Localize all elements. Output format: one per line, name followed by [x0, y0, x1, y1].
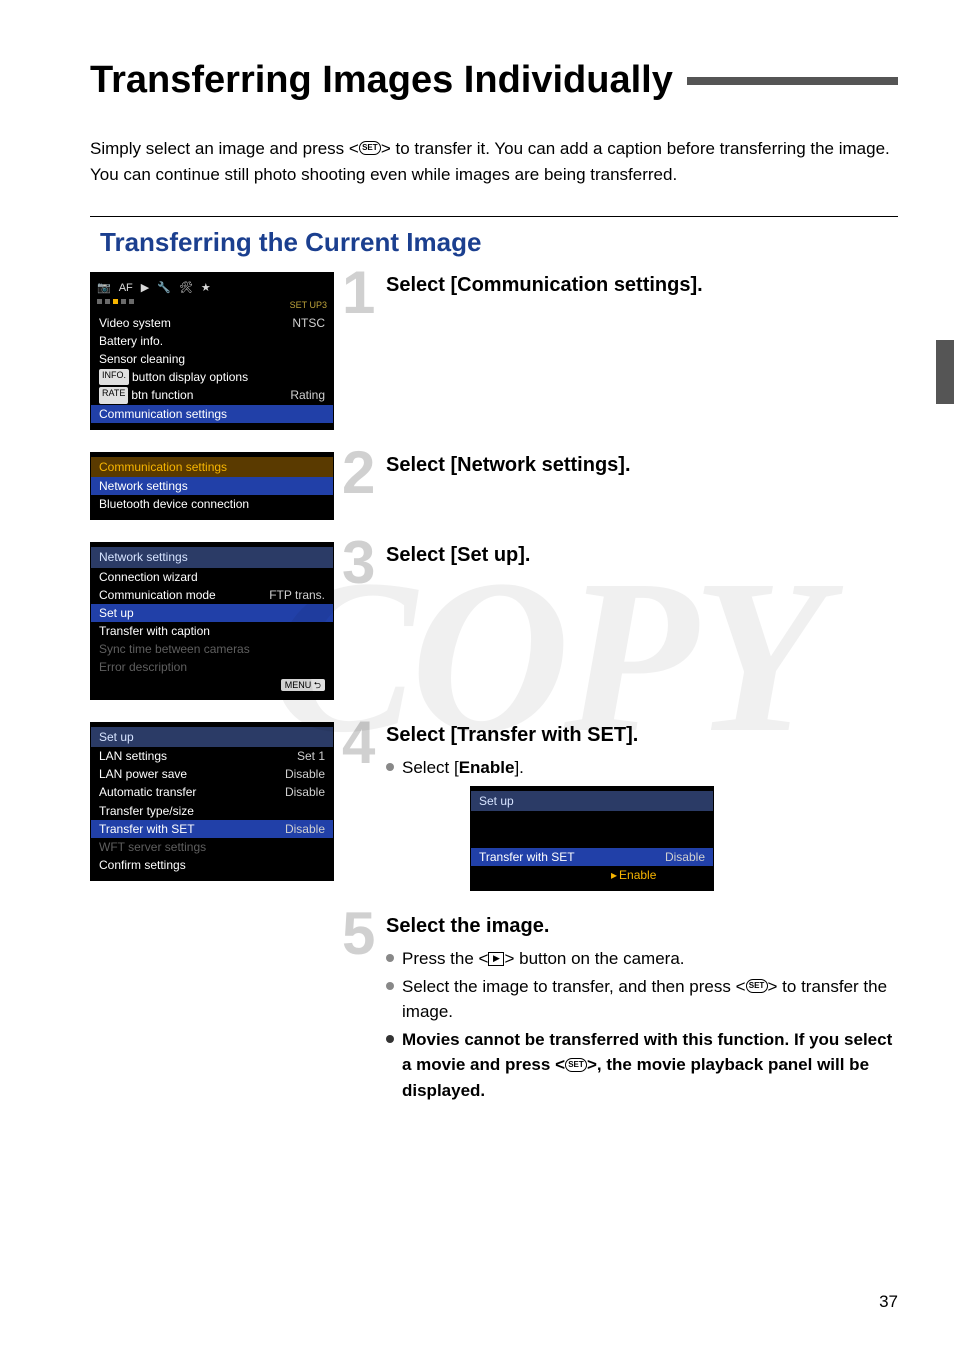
menu-row: Confirm settings — [91, 856, 333, 874]
intro-text: Simply select an image and press <SET> t… — [90, 136, 898, 189]
step-title: Select [Network settings]. — [386, 454, 898, 477]
bullet: Select the image to transfer, and then p… — [386, 974, 898, 1025]
menu-row: Bluetooth device connection — [91, 495, 333, 513]
step-number: 4 — [342, 716, 386, 770]
menu-row: Communication settings — [91, 405, 333, 423]
menu-row: Transfer type/size — [91, 802, 333, 820]
step-title: Select [Set up]. — [386, 544, 898, 567]
menu-row: Transfer with caption — [91, 622, 333, 640]
menu-row: WFT server settings — [91, 838, 333, 856]
screenshot-column: Communication settings Network settingsB… — [90, 452, 334, 521]
screenshot-s4: Set up LAN settingsSet 1LAN power saveDi… — [90, 722, 334, 882]
step-number: 2 — [342, 446, 386, 500]
step-body: Select [Communication settings]. — [386, 272, 898, 305]
menu-row-spacer — [471, 830, 713, 848]
menu-row: INFO. button display options — [91, 368, 333, 386]
menu-row: Sync time between cameras — [91, 640, 333, 658]
menu-option-selected: Enable — [471, 866, 713, 884]
title-rule — [687, 77, 898, 85]
menu-row: Sensor cleaning — [91, 350, 333, 368]
menu-tab: ▶ — [141, 281, 149, 296]
screenshot-column: Set up LAN settingsSet 1LAN power saveDi… — [90, 722, 334, 882]
menu-tab: 🛠 — [179, 281, 193, 296]
step-number: 3 — [342, 536, 386, 590]
menu-row: Connection wizard — [91, 568, 333, 586]
screenshot-column: Network settings Connection wizardCommun… — [90, 542, 334, 699]
menu-tab: ★ — [201, 281, 211, 296]
step-number: 5 — [342, 907, 386, 961]
menu-tab: AF — [119, 281, 133, 296]
step-title: Select the image. — [386, 915, 898, 938]
step-3: Network settings Connection wizardCommun… — [90, 542, 898, 699]
page-title: Transferring Images Individually — [90, 60, 673, 102]
menu-row: Transfer with SETDisable — [91, 820, 333, 838]
menu-row: Transfer with SETDisable — [471, 848, 713, 866]
menu-row: Set up — [91, 604, 333, 622]
screenshot-transfer-with-set-popup: Set up Transfer with SETDisableEnable — [470, 786, 714, 891]
section-divider — [90, 216, 898, 217]
set-icon: SET — [746, 979, 768, 993]
step-bullets: Press the <▶> button on the camera.Selec… — [386, 946, 898, 1103]
menu-row: Video systemNTSC — [91, 314, 333, 332]
screenshot-s2: Communication settings Network settingsB… — [90, 452, 334, 521]
menu-row: Error description — [91, 658, 333, 676]
step-body: Select the image. Press the <▶> button on… — [386, 913, 898, 1105]
step-number: 1 — [342, 266, 386, 320]
page-title-row: Transferring Images Individually — [90, 60, 898, 102]
step-5: 5 Select the image.Press the <▶> button … — [90, 913, 898, 1105]
menu-header: Network settings — [91, 547, 333, 567]
bullet: Movies cannot be transferred with this f… — [386, 1027, 898, 1104]
step-body: Select [Network settings]. — [386, 452, 898, 485]
bullet: Select [Enable]. — [386, 755, 898, 781]
menu-header: Communication settings — [91, 457, 333, 477]
menu-row: LAN settingsSet 1 — [91, 747, 333, 765]
set-icon: SET — [359, 141, 381, 155]
page-number: 37 — [879, 1292, 898, 1312]
menu-row: RATE btn functionRating — [91, 386, 333, 404]
menu-header: Set up — [471, 791, 713, 811]
menu-tab: 📷 — [97, 281, 111, 296]
menu-header: Set up — [91, 727, 333, 747]
step-bullets: Select [Enable]. — [386, 755, 898, 781]
playback-icon: ▶ — [488, 952, 504, 966]
menu-row: Automatic transferDisable — [91, 783, 333, 801]
section-heading: Transferring the Current Image — [90, 227, 898, 258]
menu-row-spacer — [471, 811, 713, 829]
set-icon: SET — [565, 1058, 587, 1072]
bullet: Press the <▶> button on the camera. — [386, 946, 898, 972]
step-4: Set up LAN settingsSet 1LAN power saveDi… — [90, 722, 898, 891]
step-title: Select [Transfer with SET]. — [386, 724, 898, 747]
menu-row: Battery info. — [91, 332, 333, 350]
step-2: Communication settings Network settingsB… — [90, 452, 898, 521]
step-title: Select [Communication settings]. — [386, 274, 898, 297]
screenshot-setup-menu: 📷AF▶🔧🛠★ SET UP3 Video systemNTSCBattery … — [90, 272, 334, 429]
page-edge-tab — [936, 340, 954, 404]
menu-row: Network settings — [91, 477, 333, 495]
step-1: 📷AF▶🔧🛠★ SET UP3 Video systemNTSCBattery … — [90, 272, 898, 429]
menu-row: Communication modeFTP trans. — [91, 586, 333, 604]
screenshot-s3: Network settings Connection wizardCommun… — [90, 542, 334, 699]
step-body: Select [Transfer with SET]. Select [Enabl… — [386, 722, 898, 891]
step-body: Select [Set up]. — [386, 542, 898, 575]
menu-row: LAN power saveDisable — [91, 765, 333, 783]
menu-tab: 🔧 — [157, 281, 171, 296]
screenshot-column: 📷AF▶🔧🛠★ SET UP3 Video systemNTSCBattery … — [90, 272, 334, 429]
